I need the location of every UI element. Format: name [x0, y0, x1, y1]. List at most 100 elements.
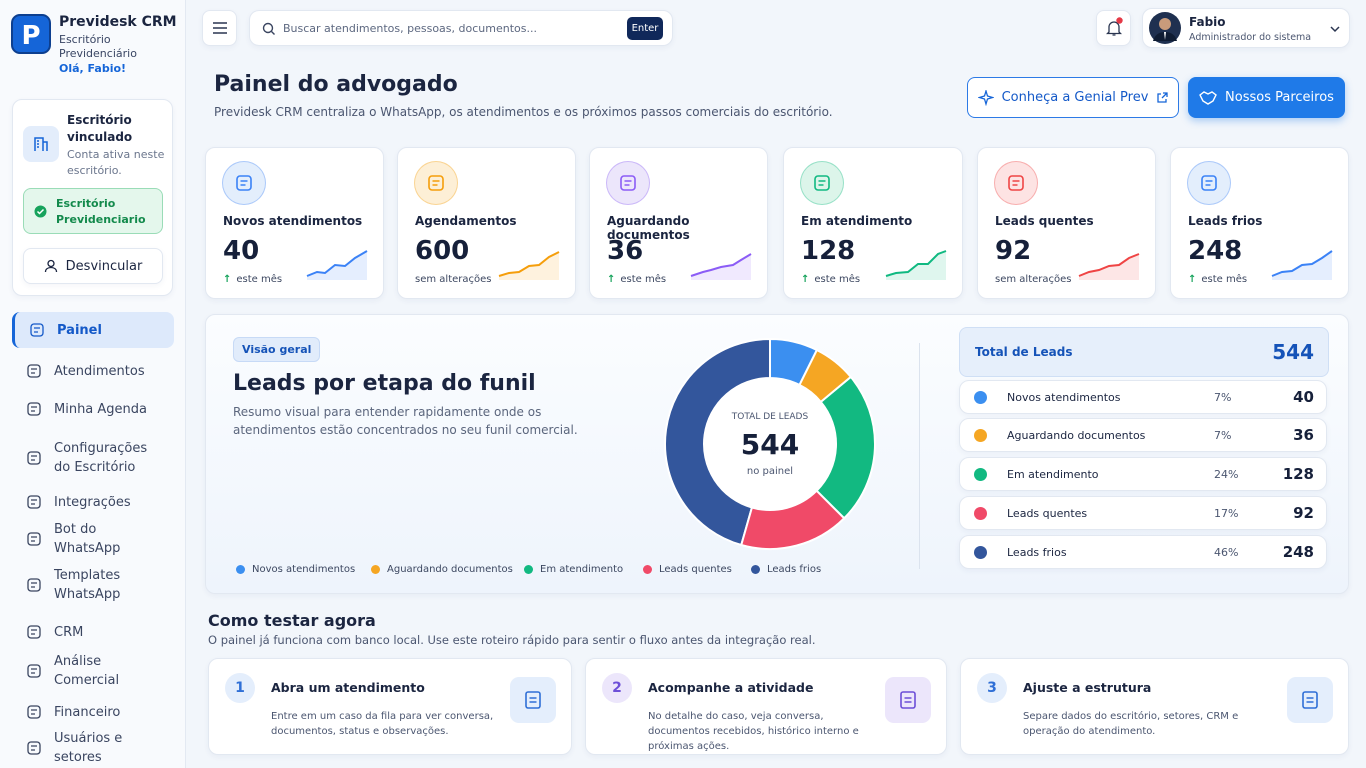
decoration	[1159, 18, 1171, 30]
funnel-tag: Visão geral	[233, 337, 321, 362]
decoration	[31, 709, 37, 715]
nav-icon	[27, 495, 41, 509]
decoration	[428, 175, 444, 191]
nav-item[interactable]: Atendimentos	[12, 353, 174, 389]
stat-note: ↑ este mês	[801, 274, 860, 285]
stat-label: Leads frios	[1188, 214, 1263, 228]
trend-arrow: ↑	[801, 274, 810, 285]
stat-card: Leads quentes 92 sem alterações	[977, 147, 1156, 299]
nav-icon	[27, 578, 41, 592]
decoration	[620, 175, 636, 191]
decoration	[34, 205, 47, 218]
nav-item[interactable]: Integrações	[12, 484, 174, 520]
decoration	[1302, 691, 1318, 709]
legend-dot	[236, 565, 245, 574]
decoration	[27, 495, 41, 509]
row-dot	[974, 428, 987, 442]
decoration	[271, 31, 275, 35]
nav-item[interactable]: CRM	[12, 614, 174, 650]
logo: P	[11, 14, 51, 54]
search-placeholder: Buscar atendimentos, pessoas, documentos…	[283, 22, 537, 35]
stat-value: 248	[1188, 236, 1243, 266]
stat-card: Aguardando documentos 36 ↑ este mês	[589, 147, 768, 299]
nav-icon	[27, 664, 41, 678]
user-name: Fabio	[1189, 15, 1226, 29]
linked-title: Escritório vinculado	[67, 113, 133, 144]
decoration	[1199, 90, 1217, 105]
nav-icon	[27, 402, 41, 416]
legend-item: Leads quentes	[643, 564, 732, 575]
search-box[interactable]: Buscar atendimentos, pessoas, documentos…	[249, 10, 673, 46]
nav-item[interactable]: Bot do WhatsApp	[12, 521, 174, 557]
notifications[interactable]	[1096, 10, 1131, 46]
unlink-label: Desvincular	[65, 258, 143, 274]
decoration	[977, 89, 994, 106]
donut-chart: TOTAL DE LEADS 544 no painel	[664, 337, 876, 550]
nav-item[interactable]: Financeiro	[12, 694, 174, 730]
decoration	[1271, 250, 1333, 277]
decoration	[529, 697, 537, 703]
decoration	[1078, 253, 1140, 277]
decoration	[306, 250, 368, 277]
decoration	[432, 180, 440, 186]
decoration	[900, 691, 916, 709]
stat-note: sem alterações	[995, 274, 1071, 285]
nav-icon	[30, 323, 44, 337]
donut-hole	[704, 378, 836, 510]
decoration	[1164, 32, 1166, 40]
office-line: Escritório	[59, 33, 111, 46]
step-card: 3 Ajuste a estrutura Separe dados do escri…	[960, 658, 1349, 755]
row-value: 248	[1282, 543, 1314, 561]
enter-button[interactable]: Enter	[627, 17, 663, 40]
decoration	[1199, 90, 1217, 105]
step-desc: Separe dados do escritório, setores, CRM…	[1023, 711, 1239, 737]
decoration	[1271, 250, 1333, 280]
stat-note: ↑ este mês	[223, 274, 282, 285]
row-dot	[974, 467, 987, 481]
decoration	[34, 327, 40, 333]
menu-button[interactable]	[202, 10, 237, 46]
center-label: TOTAL DE LEADS	[731, 412, 809, 422]
partners-button[interactable]: Nossos Parceiros	[1188, 77, 1345, 118]
step-desc: Entre em um caso da fila para ver conver…	[271, 711, 494, 737]
row-name: Leads frios	[1007, 545, 1067, 559]
nav-item[interactable]: Painel	[12, 312, 174, 348]
stat-note: ↑ este mês	[1188, 274, 1247, 285]
decoration	[240, 180, 248, 186]
genial-button[interactable]: Conheça a Genial Prev	[967, 77, 1179, 118]
legend-item: Em atendimento	[524, 564, 623, 575]
row-name: Aguardando documentos	[1007, 428, 1146, 442]
unlink-button[interactable]: Desvincular	[23, 248, 163, 284]
decoration	[1330, 26, 1340, 33]
decoration	[1157, 91, 1169, 103]
decoration	[498, 251, 560, 277]
stat-label: Agendamentos	[415, 214, 517, 228]
legend-label: Em atendimento	[540, 564, 624, 575]
decoration	[212, 22, 227, 34]
stat-note: sem alterações	[415, 274, 491, 285]
user-role: Administrador do sistema	[1189, 32, 1312, 43]
nav-item[interactable]: Minha Agenda	[12, 391, 174, 427]
user-menu[interactable]: Fabio Administrador do sistema	[1142, 8, 1350, 48]
stat-card: Agendamentos 600 sem alterações	[397, 147, 576, 299]
stat-icon	[1187, 161, 1231, 205]
nav-item[interactable]: Templates WhatsApp	[12, 557, 174, 613]
nav-item[interactable]: Análise Comercial	[12, 653, 174, 689]
nav-label: Bot do WhatsApp	[54, 522, 121, 556]
legend-dot	[643, 565, 652, 574]
stat-note-text: este mês	[1201, 274, 1248, 285]
decoration	[212, 22, 227, 34]
nav-item[interactable]: Usuários e setores	[12, 730, 174, 766]
nav-icon	[27, 705, 41, 719]
stat-value: 600	[415, 236, 470, 266]
step-card: 2 Acompanhe a atividade No detalhe do caso…	[585, 658, 947, 755]
nav-item[interactable]: Configurações do Escritório	[12, 430, 174, 486]
stat-label: Leads quentes	[995, 214, 1094, 228]
step-icon	[1287, 677, 1333, 723]
brand: Previdesk CRM	[59, 14, 177, 30]
step-title: Abra um atendimento	[271, 680, 425, 695]
row-dot	[974, 390, 987, 404]
decoration	[1105, 21, 1122, 36]
nav-label: Painel	[57, 322, 102, 338]
decoration	[1201, 175, 1217, 191]
